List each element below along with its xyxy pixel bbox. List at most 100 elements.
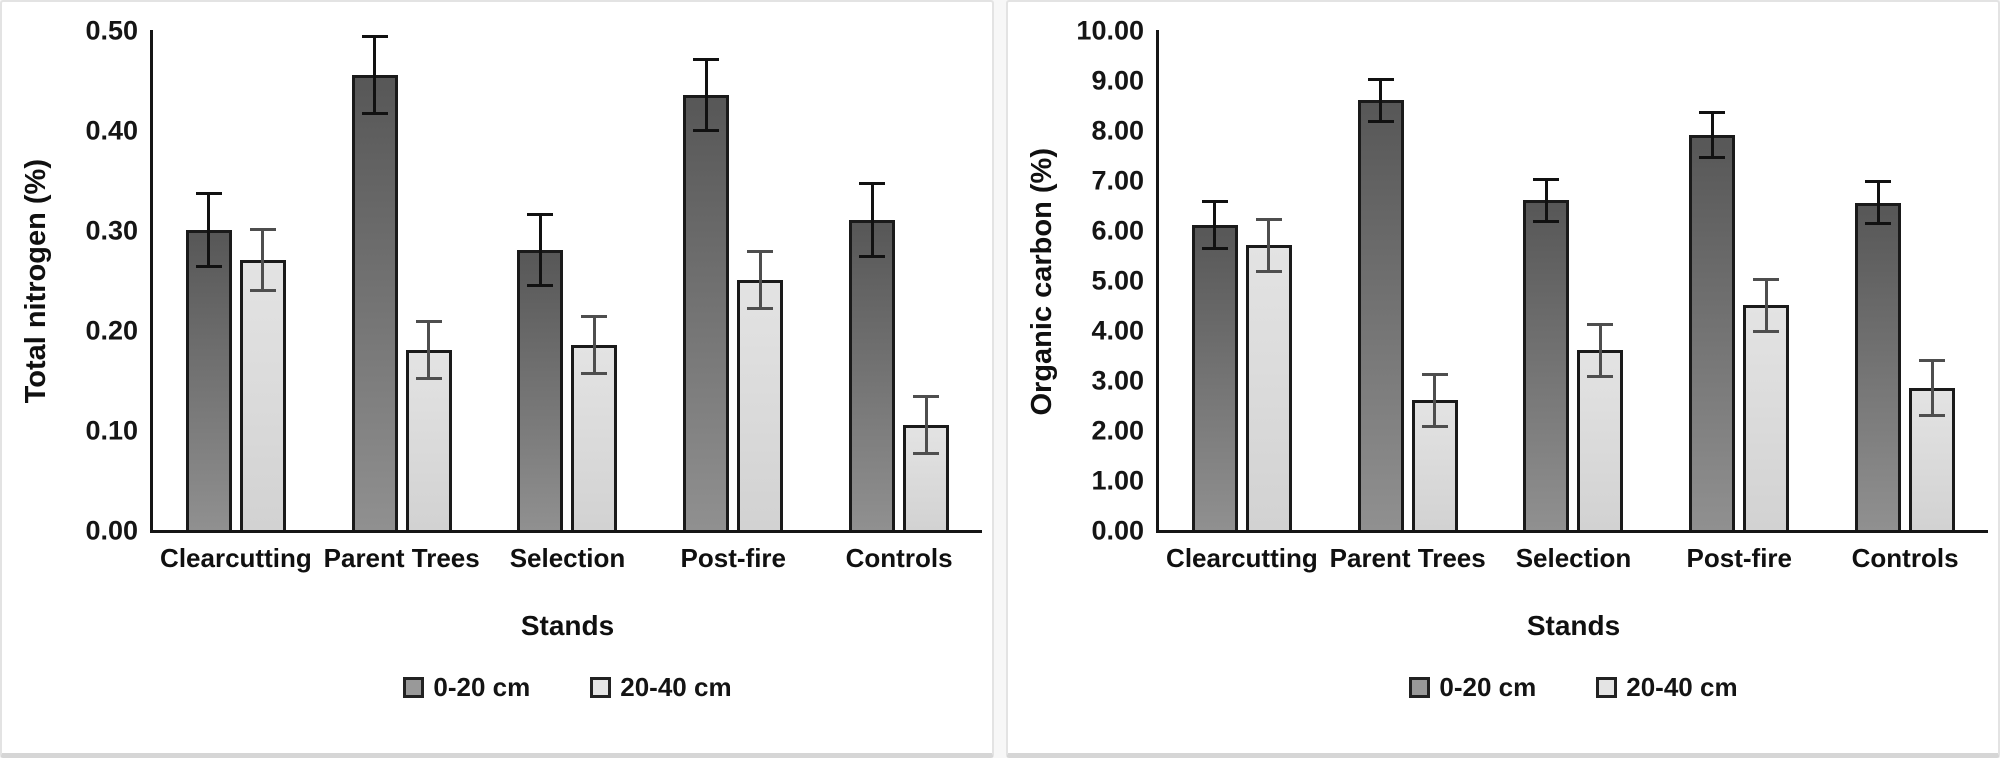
bar-group-controls — [1822, 30, 1988, 530]
organic-carbon-chart-panel: Organic carbon (%) 0.00 1.00 2.00 3.00 4.00 5… — [1006, 0, 2000, 758]
legend: 0-20 cm 20-40 cm — [1159, 672, 1988, 703]
bar-slot — [517, 30, 564, 530]
error-bar-part — [1598, 322, 1602, 378]
bar-20-40cm-selection — [1577, 350, 1624, 530]
y-tick-label: 10.00 — [1076, 15, 1144, 46]
y-tick-label: 2.00 — [1091, 415, 1144, 446]
error-bar-part — [1764, 277, 1768, 333]
legend-swatch-0-20cm — [403, 677, 425, 698]
plot-area — [150, 30, 982, 533]
error-bar-part — [1421, 424, 1448, 428]
error-bar — [693, 58, 720, 132]
bar-0-20cm-parent-trees — [1357, 100, 1404, 530]
bar-slot — [1357, 30, 1404, 530]
error-bar-part — [870, 182, 874, 258]
bar-slot — [185, 30, 232, 530]
plot-row: Organic carbon (%) 0.00 1.00 2.00 3.00 4.00 5… — [1020, 17, 1988, 544]
error-bar — [581, 315, 608, 375]
bar-group-parent-trees — [1325, 30, 1491, 530]
y-axis-ticks: 0.00 1.00 2.00 3.00 4.00 5.00 6.00 7.00 8.00 9.00… — [1064, 17, 1156, 544]
bar-0-20cm-post-fire — [1689, 135, 1736, 530]
error-bar-part — [1433, 372, 1437, 428]
error-bar — [1587, 322, 1614, 378]
bar-0-20cm-clearcutting — [185, 230, 232, 530]
legend-label-20-40cm: 20-40 cm — [1626, 672, 1738, 702]
error-bar-part — [261, 228, 265, 292]
bar-slot — [1855, 30, 1902, 530]
category-label-controls: Controls — [1851, 543, 1959, 573]
bar-slot — [1577, 30, 1624, 530]
error-bar-part — [747, 307, 774, 310]
bar-20-40cm-clearcutting — [239, 260, 286, 530]
bar-20-40cm-post-fire — [1743, 305, 1790, 530]
bar-0-20cm-selection — [517, 250, 564, 530]
y-tick-label: 1.00 — [1091, 465, 1144, 496]
category-labels: Clearcutting Parent Trees Selection Post-fi… — [153, 543, 982, 574]
y-tick-label: 0.20 — [85, 315, 138, 346]
error-bar-part — [924, 395, 928, 455]
bar-20-40cm-post-fire — [737, 280, 784, 530]
bar-group-post-fire — [650, 30, 816, 530]
category-label-parent-trees: Parent Trees — [323, 543, 480, 573]
bar-0-20cm-clearcutting — [1191, 225, 1238, 530]
error-bar-part — [1753, 329, 1780, 333]
error-bar — [1255, 217, 1282, 273]
y-tick-label: 0.10 — [85, 415, 138, 446]
bar-0-20cm-controls — [849, 220, 896, 530]
y-axis-title-column: Organic carbon (%) — [1020, 30, 1064, 533]
error-bar — [361, 35, 388, 115]
legend-item-20-40cm: 20-40 cm — [590, 672, 732, 703]
category-label-parent-trees: Parent Trees — [1329, 543, 1486, 573]
bar-slot — [1743, 30, 1790, 530]
error-bar — [415, 320, 442, 380]
error-bar — [195, 192, 222, 268]
error-bar-part — [1930, 358, 1934, 417]
legend-swatch-20-40cm — [590, 677, 612, 698]
legend-label-0-20cm: 0-20 cm — [433, 672, 531, 702]
bar-slot — [1909, 30, 1956, 530]
bar-20-40cm-parent-trees — [405, 350, 452, 530]
y-axis-title-column: Total nitrogen (%) — [14, 30, 58, 533]
error-bar-part — [427, 320, 431, 380]
error-bar-part — [1267, 217, 1271, 273]
legend-label-0-20cm: 0-20 cm — [1439, 672, 1537, 702]
bar-group-controls — [816, 30, 982, 530]
error-bar-part — [415, 377, 442, 380]
total-nitrogen-chart-panel: Total nitrogen (%) 0.00 0.10 0.20 0.30 0.40 0… — [0, 0, 994, 758]
error-bar — [1367, 77, 1394, 123]
bar-slot — [405, 30, 452, 530]
legend-swatch-20-40cm — [1596, 677, 1618, 698]
error-bar — [1699, 111, 1726, 159]
y-tick-label: 0.40 — [85, 115, 138, 146]
error-bar-part — [1213, 200, 1217, 250]
category-label-post-fire: Post-fire — [1686, 543, 1793, 573]
error-bar — [1865, 180, 1892, 225]
bar-slot — [1689, 30, 1736, 530]
y-tick-label: 5.00 — [1091, 265, 1144, 296]
error-bar — [1533, 177, 1560, 223]
error-bar-part — [592, 315, 596, 375]
y-axis-title: Organic carbon (%) — [1025, 147, 1058, 416]
bar-slot — [1411, 30, 1458, 530]
category-labels: Clearcutting Parent Trees Selection Post-fi… — [1159, 543, 1988, 574]
bar-slot — [1523, 30, 1570, 530]
y-tick-label: 0.00 — [1091, 515, 1144, 546]
x-axis-title: Stands — [1526, 610, 1621, 641]
bar-20-40cm-clearcutting — [1245, 245, 1292, 530]
category-label-selection: Selection — [509, 543, 626, 573]
error-bar-part — [913, 452, 940, 455]
bar-0-20cm-parent-trees — [351, 75, 398, 530]
legend-item-20-40cm: 20-40 cm — [1596, 672, 1738, 703]
category-label-selection: Selection — [1515, 543, 1632, 573]
plot-row: Total nitrogen (%) 0.00 0.10 0.20 0.30 0.40 0… — [14, 17, 982, 544]
bar-slot — [571, 30, 618, 530]
bar-slot — [239, 30, 286, 530]
bar-0-20cm-selection — [1523, 200, 1570, 530]
y-tick-label: 0.30 — [85, 215, 138, 246]
bar-slot — [737, 30, 784, 530]
x-axis-title: Stands — [520, 610, 615, 641]
legend-label-20-40cm: 20-40 cm — [620, 672, 732, 702]
error-bar-part — [1533, 219, 1560, 223]
category-label-controls: Controls — [845, 543, 953, 573]
category-label-clearcutting: Clearcutting — [1166, 543, 1318, 573]
